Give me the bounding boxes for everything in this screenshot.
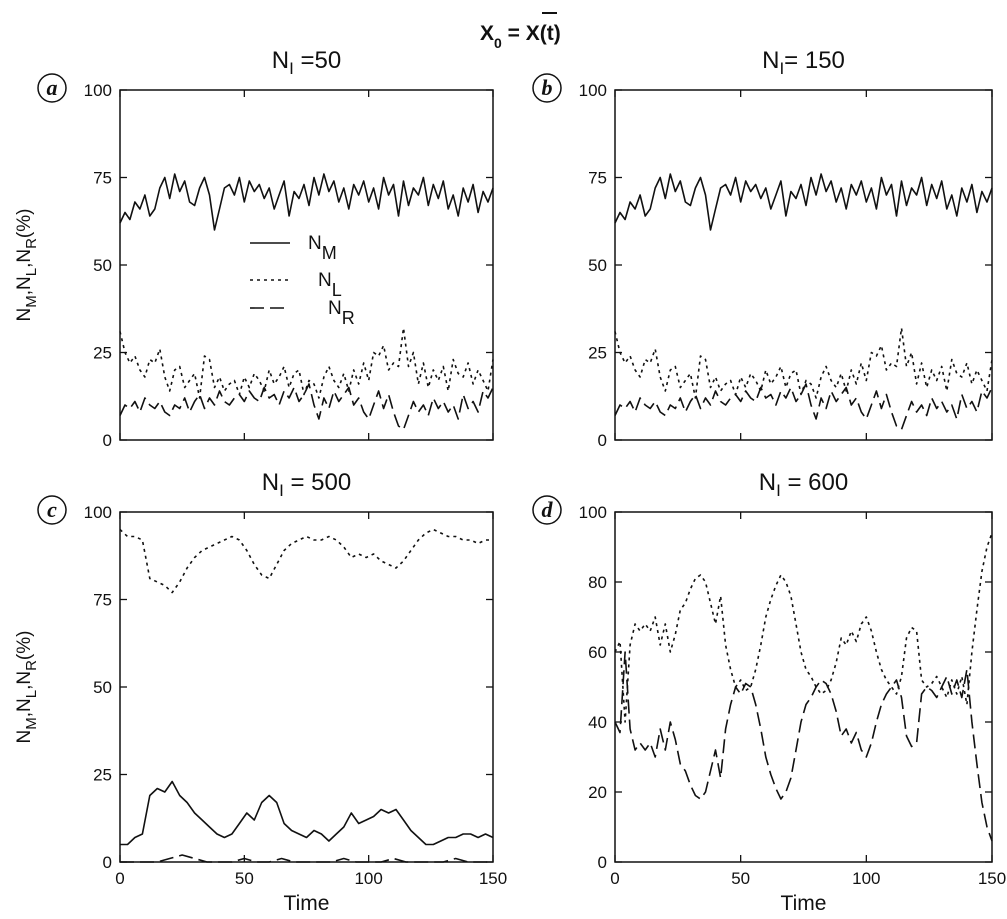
y-tick-label: 50 (588, 256, 607, 275)
x-tick-label: 50 (235, 869, 254, 888)
y-axis-label: NM,NL,NR(%) (14, 630, 40, 743)
x-tick-label: 0 (115, 869, 124, 888)
panel-b: 0 25 50 75 100 NI= 150 b (532, 47, 993, 450)
y-tick-label: 25 (93, 344, 112, 363)
x-tick-label: 100 (354, 869, 382, 888)
y-tick-label: 100 (84, 81, 112, 100)
series-line-nr (614, 383, 993, 431)
legend-label: NM (308, 233, 337, 263)
series-line-nr (120, 854, 493, 863)
y-tick-label: 75 (93, 169, 112, 188)
panel-title: NI= 150 (762, 47, 845, 78)
panel-letter-circle (37, 73, 67, 103)
y-tick-label: 25 (588, 344, 607, 363)
y-axis-label: NM,NL,NR(%) (14, 208, 40, 321)
legend-label: NR (328, 298, 355, 328)
y-tick-label: 75 (588, 169, 607, 188)
panel-d: 0 20 40 60 80 100 0 50 100 150 NI = 600 d Time (532, 469, 1006, 915)
panel-c: 0 25 50 75 100 0 50 100 150 NI = 500 c NM,NL,NR(%) T… (14, 469, 507, 915)
series-line-nl (119, 528, 493, 594)
series-line-nm (614, 173, 993, 231)
x-tick-label: 150 (479, 869, 507, 888)
panel-title: NI =50 (272, 47, 341, 78)
plot-frame (119, 511, 494, 863)
y-tick-label: 100 (579, 503, 607, 522)
y-tick-label: 0 (598, 431, 607, 450)
y-tick-label: 50 (93, 256, 112, 275)
plot-frame (614, 511, 993, 863)
series-line-nm (120, 780, 494, 846)
y-tick-label: 0 (103, 853, 112, 872)
x-axis-label: Time (781, 892, 827, 915)
y-tick-label: 20 (588, 783, 607, 802)
panel-letter: d (542, 497, 554, 522)
x-tick-label: 100 (852, 869, 880, 888)
panel-letter-circle (37, 495, 67, 525)
y-tick-label: 100 (84, 503, 112, 522)
y-tick-label: 0 (103, 431, 112, 450)
y-tick-label: 50 (93, 678, 112, 697)
x-axis-label: Time (284, 892, 330, 915)
panel-letter-circle (532, 495, 562, 525)
y-tick-label: 100 (579, 81, 607, 100)
panel-letter: c (47, 497, 57, 522)
panel-letter-circle (532, 73, 562, 103)
panel-letter: b (542, 75, 553, 100)
y-tick-label: 40 (588, 713, 607, 732)
series-line-nl (614, 532, 993, 723)
x-tick-label: 0 (610, 869, 619, 888)
panel-letter: a (47, 75, 58, 100)
x-tick-label: 50 (731, 869, 750, 888)
y-tick-label: 80 (588, 573, 607, 592)
series-line-nr (119, 383, 494, 431)
panel-title: NI = 500 (262, 469, 351, 500)
series-line-nm (119, 173, 494, 231)
y-tick-label: 25 (93, 766, 112, 785)
y-tick-label: 75 (93, 591, 112, 610)
legend-label: NL (318, 270, 342, 300)
panel-title: NI = 600 (759, 469, 848, 500)
x-tick-label: 150 (978, 869, 1006, 888)
figure-title: X0 = X(t) (480, 22, 561, 51)
y-tick-label: 60 (588, 643, 607, 662)
series-line-nr (614, 651, 993, 842)
y-tick-label: 0 (598, 853, 607, 872)
